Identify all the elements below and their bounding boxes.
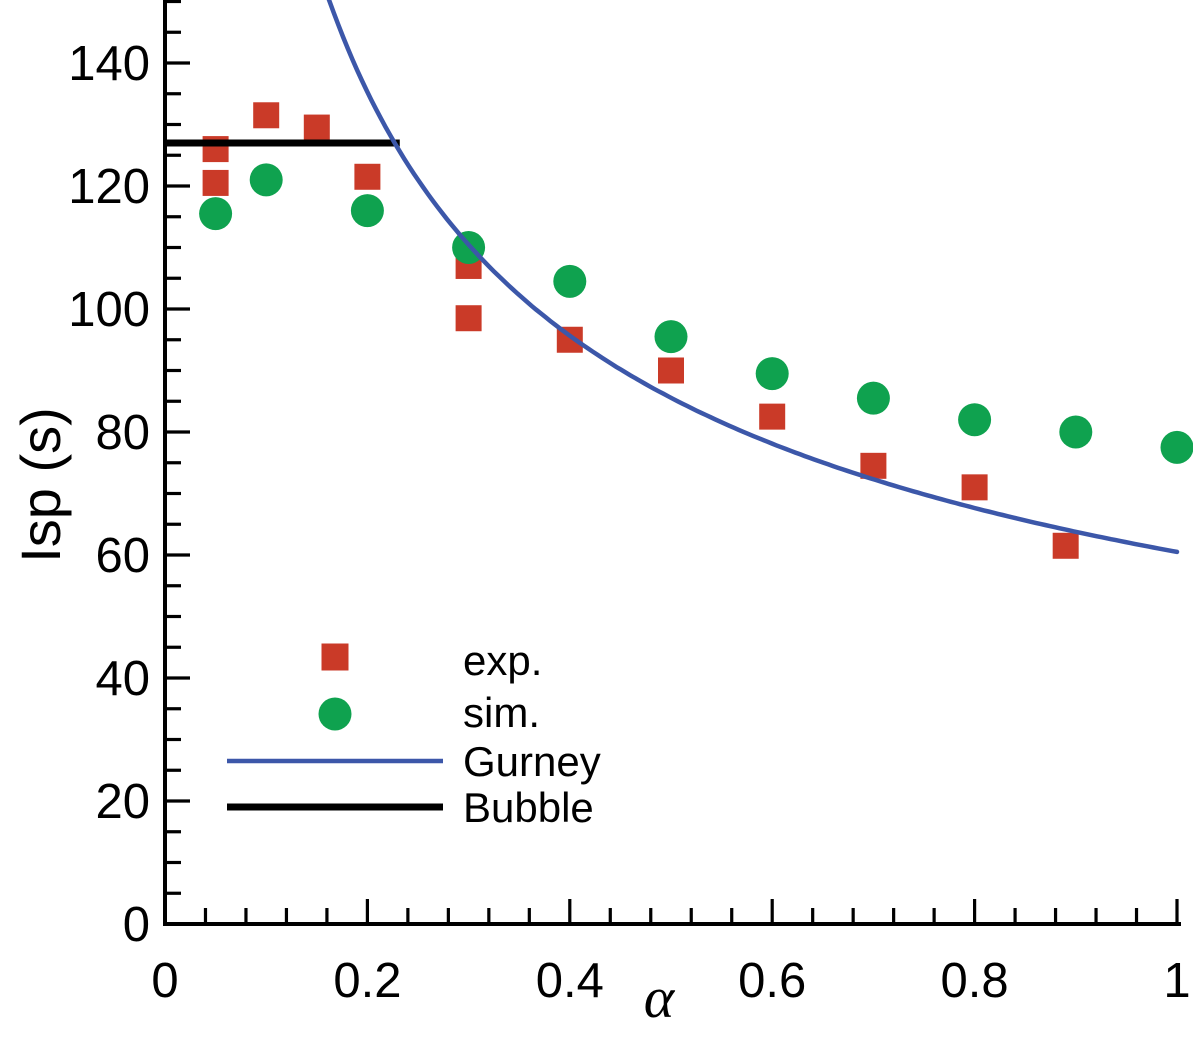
sim-point xyxy=(755,357,789,391)
y-tick-label: 100 xyxy=(68,283,150,337)
sim-point xyxy=(654,320,688,354)
sim-point xyxy=(1059,415,1093,449)
x-tick-label: 0.2 xyxy=(333,954,401,1008)
sim-series xyxy=(199,163,1193,464)
exp-point xyxy=(303,114,330,141)
legend-swatch-exp-square xyxy=(321,643,349,671)
legend-label-exp: exp. xyxy=(463,637,542,684)
legend-label-bubble: Bubble xyxy=(463,784,594,831)
x-ticks xyxy=(203,899,1179,922)
y-tick-label: 120 xyxy=(68,160,150,214)
exp-point xyxy=(455,305,482,332)
x-tick-label: 0.4 xyxy=(536,954,604,1008)
gurney-curve xyxy=(326,0,1180,555)
legend-swatch-sim-circle xyxy=(318,697,352,731)
sim-point xyxy=(350,194,384,228)
x-tick-label: 0.8 xyxy=(941,954,1009,1008)
x-tick-labels: 0 0.2 0.4 0.6 0.8 1 xyxy=(151,954,1190,1008)
sim-point xyxy=(249,163,283,197)
y-tick-label: 40 xyxy=(95,652,150,706)
y-tick-label: 80 xyxy=(95,406,150,460)
sim-point xyxy=(856,381,890,415)
axes: 0 20 40 60 80 100 120 140 0 0.2 0.4 0.6 0.8 1 Isp (s) α xyxy=(9,0,1191,1030)
sim-point xyxy=(199,197,233,231)
sim-point xyxy=(553,264,587,298)
y-tick-label: 0 xyxy=(123,898,150,952)
exp-point xyxy=(253,102,280,129)
exp-point xyxy=(658,357,684,384)
exp-point xyxy=(759,403,786,430)
y-tick-labels: 0 20 40 60 80 100 120 140 xyxy=(68,37,150,952)
y-tick-label: 60 xyxy=(95,529,150,583)
exp-series xyxy=(202,102,1079,559)
exp-point xyxy=(202,169,229,196)
x-tick-label: 1 xyxy=(1163,954,1190,1008)
legend-label-sim: sim. xyxy=(463,689,540,736)
sim-point xyxy=(958,403,992,437)
x-tick-label: 0 xyxy=(151,954,178,1008)
exp-point xyxy=(354,163,381,190)
exp-point xyxy=(1052,532,1079,559)
x-axis-title: α xyxy=(644,965,676,1030)
legend-label-gurney: Gurney xyxy=(463,738,601,785)
y-axis-title: Isp (s) xyxy=(9,407,72,563)
sim-point xyxy=(1160,430,1193,464)
exp-point xyxy=(961,474,988,501)
y-tick-label: 20 xyxy=(95,775,150,829)
y-ticks xyxy=(167,0,190,926)
x-tick-label: 0.6 xyxy=(738,954,806,1008)
y-tick-label: 140 xyxy=(68,37,150,91)
